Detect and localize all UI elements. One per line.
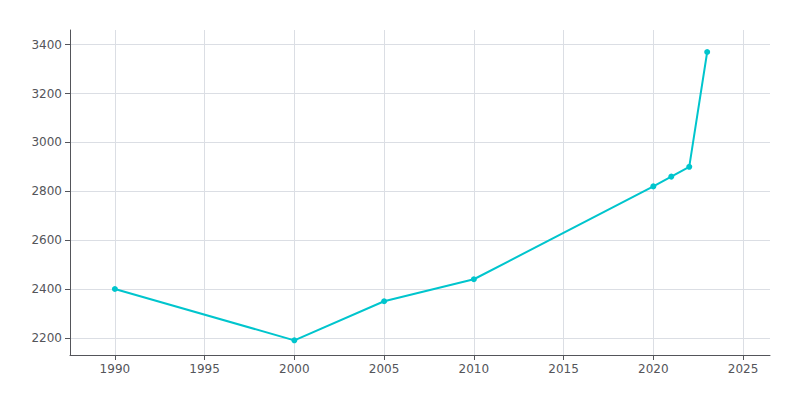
- svg-text:2025: 2025: [728, 362, 759, 376]
- svg-text:2005: 2005: [369, 362, 400, 376]
- svg-text:2800: 2800: [31, 184, 62, 198]
- svg-text:1990: 1990: [100, 362, 131, 376]
- svg-text:2000: 2000: [279, 362, 310, 376]
- svg-text:2400: 2400: [31, 282, 62, 296]
- svg-text:3400: 3400: [31, 38, 62, 52]
- svg-text:2600: 2600: [31, 233, 62, 247]
- svg-text:3200: 3200: [31, 87, 62, 101]
- svg-text:3000: 3000: [31, 135, 62, 149]
- svg-text:1995: 1995: [189, 362, 220, 376]
- svg-text:2010: 2010: [459, 362, 490, 376]
- svg-text:2200: 2200: [31, 331, 62, 345]
- svg-text:2015: 2015: [548, 362, 579, 376]
- svg-text:2020: 2020: [638, 362, 669, 376]
